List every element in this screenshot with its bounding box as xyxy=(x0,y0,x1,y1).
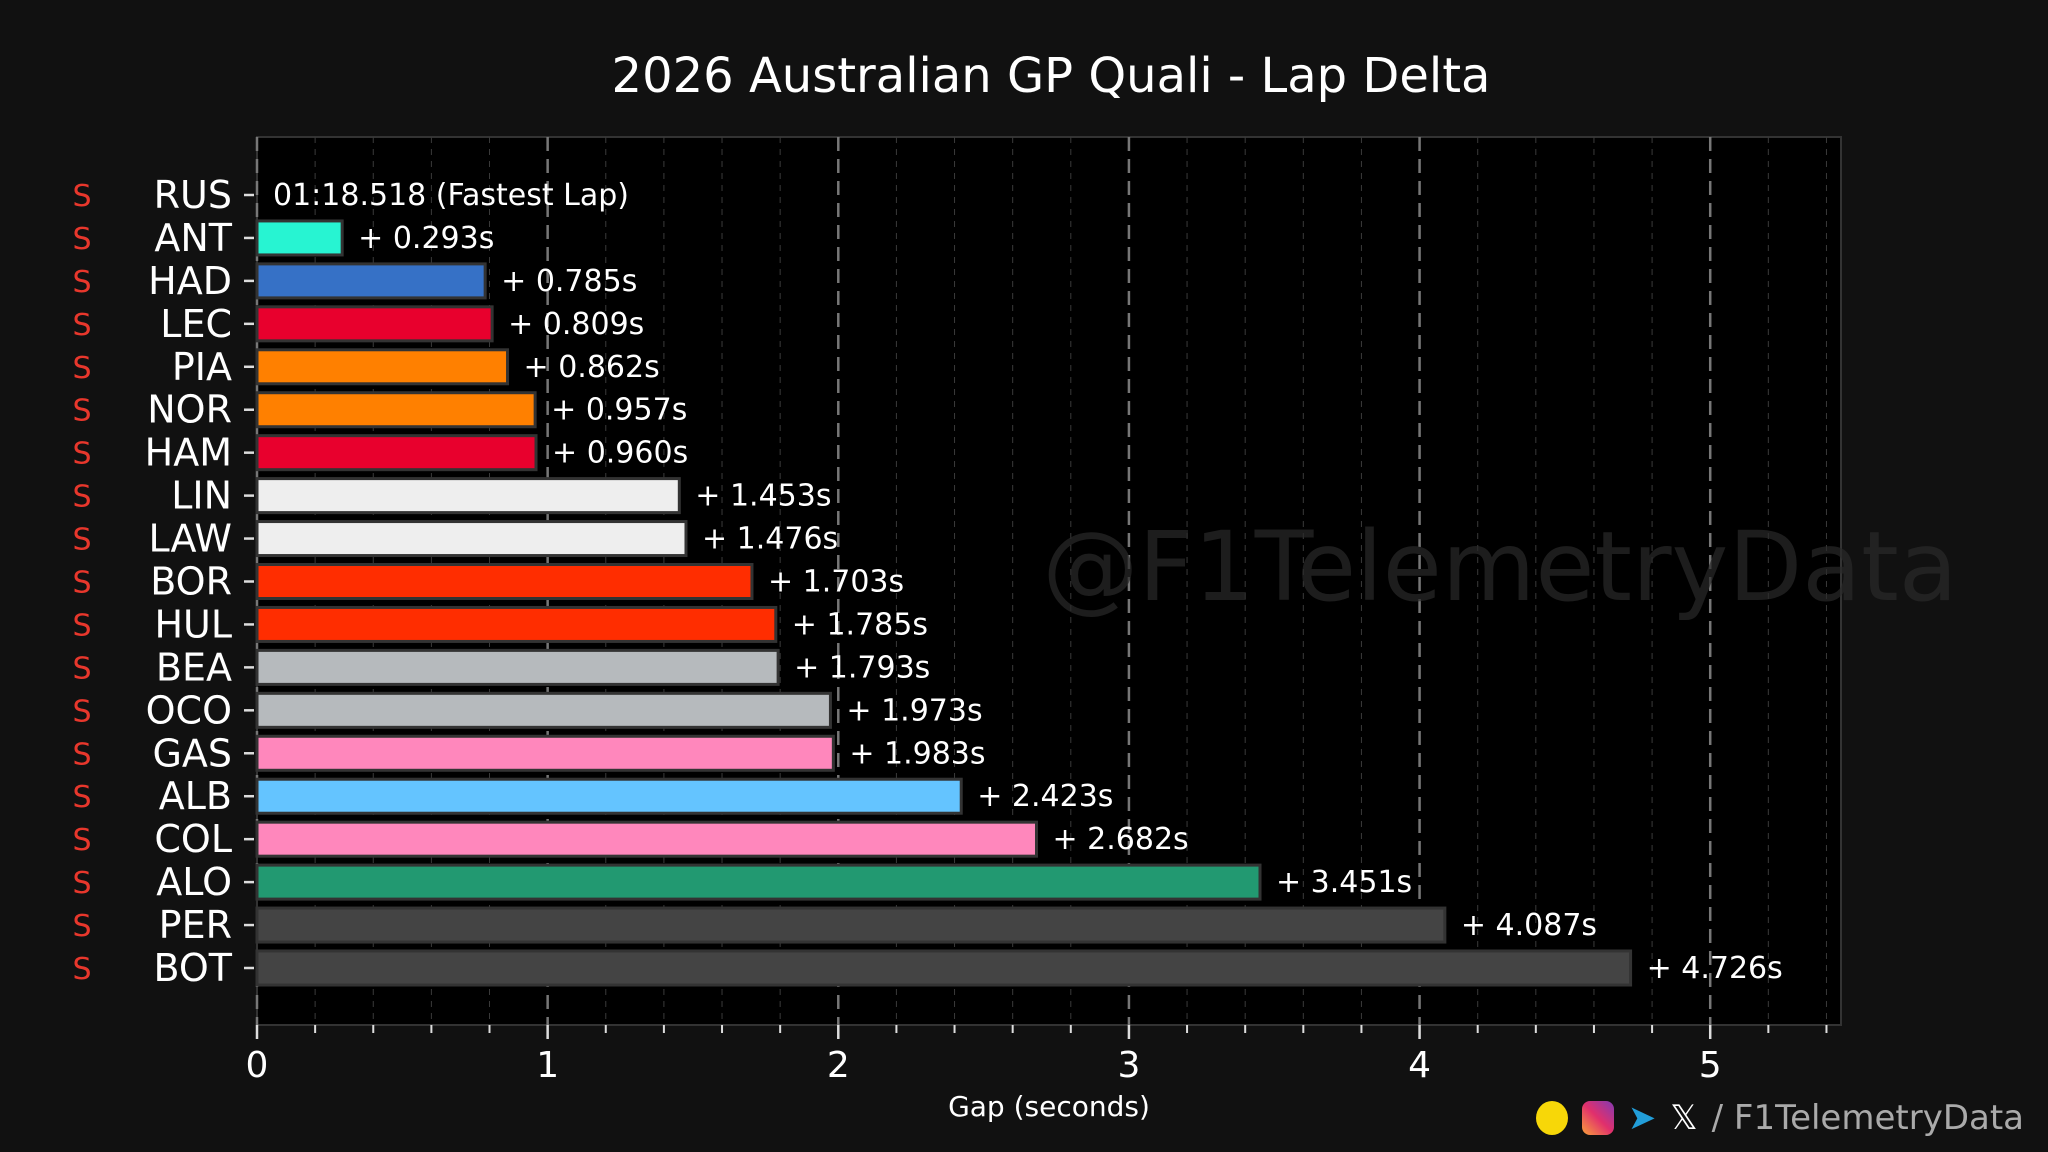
y-tick-label: HAM xyxy=(145,431,232,475)
tyre-compound-label: S xyxy=(72,608,91,643)
x-tick-label: 3 xyxy=(1117,1045,1140,1086)
y-tick-label: GAS xyxy=(152,731,232,775)
tyre-compound-label: S xyxy=(72,566,91,601)
bar-had xyxy=(255,262,487,300)
tyre-compound-label: S xyxy=(72,737,91,772)
chart-title: 2026 Australian GP Quali - Lap Delta xyxy=(611,48,1491,104)
data-label: + 0.293s xyxy=(358,221,494,256)
y-tick-label: BOR xyxy=(150,560,232,604)
tyre-compound-label: S xyxy=(72,909,91,944)
x-tick-label: 0 xyxy=(246,1045,269,1086)
tyre-compound-label: S xyxy=(72,952,91,987)
tyre-compound-label: S xyxy=(72,394,91,429)
y-tick-label: COL xyxy=(154,817,232,861)
bar-lec xyxy=(255,305,494,343)
y-tick-label: ALB xyxy=(159,774,232,818)
bar-bot xyxy=(255,949,1633,987)
bar-ham xyxy=(255,434,538,472)
bar-col xyxy=(255,820,1039,858)
data-label: + 4.726s xyxy=(1647,951,1783,986)
y-tick-label: RUS xyxy=(154,173,232,217)
y-tick-label: BOT xyxy=(153,946,232,990)
bar-alo xyxy=(255,863,1262,901)
data-label: + 1.453s xyxy=(695,479,831,514)
bar-gas xyxy=(255,734,835,772)
y-tick-label: LIN xyxy=(171,474,232,518)
bar-oco xyxy=(255,691,832,729)
tyre-compound-label: S xyxy=(72,351,91,386)
bar-ant xyxy=(255,219,344,257)
instagram-icon[interactable] xyxy=(1581,1101,1614,1135)
footer: ➤ 𝕏 / F1TelemetryData xyxy=(1535,1098,2024,1138)
y-tick-label: LEC xyxy=(160,302,232,346)
x-axis-label: Gap (seconds) xyxy=(948,1090,1150,1123)
bar-lin xyxy=(255,477,681,515)
tyre-compound-label: S xyxy=(72,694,91,729)
data-label: + 0.960s xyxy=(552,436,688,471)
tyre-compound-label: S xyxy=(72,480,91,515)
y-tick-label: PIA xyxy=(172,345,232,389)
tyre-compound-label: S xyxy=(72,222,91,257)
x-icon[interactable]: 𝕏 xyxy=(1670,1098,1698,1138)
tyre-compound-label: S xyxy=(72,179,91,214)
tyre-compound-label: S xyxy=(72,437,91,472)
tyre-compound-label: S xyxy=(72,265,91,300)
x-tick-label: 1 xyxy=(536,1045,559,1086)
tyre-compound-label: S xyxy=(72,308,91,343)
y-tick-label: HAD xyxy=(148,259,232,303)
data-label: + 4.087s xyxy=(1461,908,1597,943)
telegram-icon[interactable]: ➤ xyxy=(1627,1098,1657,1138)
y-tick-label: BEA xyxy=(156,645,232,689)
y-tick-label: LAW xyxy=(148,517,232,561)
tyre-compound-label: S xyxy=(72,866,91,901)
watermark: @F1TelemetryData xyxy=(1042,511,1957,623)
y-tick-label: PER xyxy=(159,903,232,947)
data-label: + 0.809s xyxy=(508,307,644,342)
data-label: + 1.476s xyxy=(702,522,838,557)
data-label: + 1.703s xyxy=(768,565,904,600)
bar-alb xyxy=(255,777,963,815)
data-label: + 0.862s xyxy=(524,350,660,385)
data-label: + 3.451s xyxy=(1276,865,1412,900)
bar-pia xyxy=(255,348,510,386)
bar-per xyxy=(255,906,1447,944)
data-label: + 1.793s xyxy=(794,650,930,685)
data-label: + 0.957s xyxy=(551,393,687,428)
y-tick-label: ANT xyxy=(154,216,232,260)
bar-bor xyxy=(255,563,754,600)
y-tick-label: OCO xyxy=(146,688,232,732)
x-tick-label: 2 xyxy=(827,1045,850,1086)
y-tick-label: ALO xyxy=(156,860,232,904)
bar-nor xyxy=(255,391,537,429)
bar-bea xyxy=(255,648,780,686)
data-label: 01:18.518 (Fastest Lap) xyxy=(273,178,629,213)
data-label: + 2.682s xyxy=(1053,822,1189,857)
tyre-compound-label: S xyxy=(72,780,91,815)
data-label: + 1.983s xyxy=(849,736,985,771)
bar-law xyxy=(255,520,688,558)
tyre-compound-label: S xyxy=(72,651,91,686)
data-label: + 1.785s xyxy=(792,607,928,642)
data-label: + 0.785s xyxy=(501,264,637,299)
x-tick-label: 4 xyxy=(1408,1045,1431,1086)
y-tick-label: NOR xyxy=(147,388,232,432)
data-label: + 1.973s xyxy=(846,693,982,728)
y-tick-label: HUL xyxy=(154,602,232,646)
buymeacoffee-icon[interactable] xyxy=(1535,1101,1568,1135)
tyre-compound-label: S xyxy=(72,523,91,558)
bar-hul xyxy=(255,605,778,643)
data-label: + 2.423s xyxy=(977,779,1113,814)
footer-handle: / F1TelemetryData xyxy=(1711,1098,2024,1138)
tyre-compound-label: S xyxy=(72,823,91,858)
x-tick-label: 5 xyxy=(1699,1045,1722,1086)
